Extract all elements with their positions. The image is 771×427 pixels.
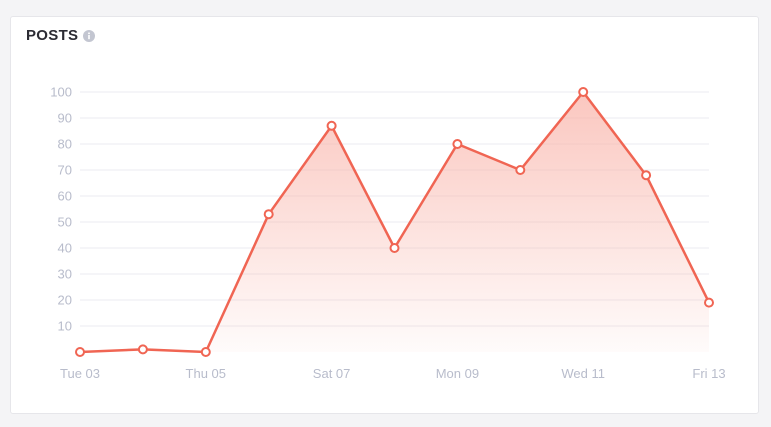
data-point-fri-13[interactable] [704, 297, 714, 308]
data-points [75, 87, 714, 357]
data-point-wed-11[interactable] [578, 87, 589, 97]
data-point-sun-08[interactable] [389, 243, 400, 253]
y-tick-label: 100 [50, 85, 72, 100]
x-tick-label: Mon 09 [436, 366, 479, 381]
data-point-thu-05[interactable] [200, 347, 211, 357]
data-point-mon-09[interactable] [452, 139, 463, 149]
data-point-wed-04[interactable] [137, 344, 148, 355]
y-tick-label: 50 [58, 215, 72, 230]
series-area [80, 92, 709, 352]
x-tick-label: Wed 11 [561, 366, 605, 381]
y-axis-ticks: 10 20 30 40 50 60 70 80 90 100 [50, 85, 72, 334]
data-point-thu-12[interactable] [641, 170, 652, 181]
data-point-sat-07[interactable] [326, 120, 337, 131]
y-tick-label: 10 [58, 319, 72, 334]
panel-title: POSTS [26, 27, 79, 44]
x-axis-ticks: Tue 03 Thu 05 Sat 07 Mon 09 Wed 11 Fri 13 [60, 366, 726, 381]
y-tick-label: 40 [58, 241, 72, 256]
info-icon[interactable] [83, 30, 96, 42]
data-point-tue-03[interactable] [75, 347, 85, 357]
data-point-fri-06[interactable] [263, 209, 274, 220]
y-tick-label: 60 [58, 189, 72, 204]
y-tick-label: 20 [58, 293, 72, 308]
x-tick-label: Fri 13 [692, 366, 725, 381]
y-tick-label: 70 [58, 163, 72, 178]
x-tick-label: Thu 05 [186, 366, 226, 381]
y-tick-label: 90 [58, 111, 72, 126]
data-point-tue-10[interactable] [515, 165, 526, 175]
panel-header: POSTS [26, 27, 96, 44]
x-tick-label: Sat 07 [313, 366, 351, 381]
x-tick-label: Tue 03 [60, 366, 100, 381]
y-tick-label: 80 [58, 137, 72, 152]
y-tick-label: 30 [58, 267, 72, 282]
